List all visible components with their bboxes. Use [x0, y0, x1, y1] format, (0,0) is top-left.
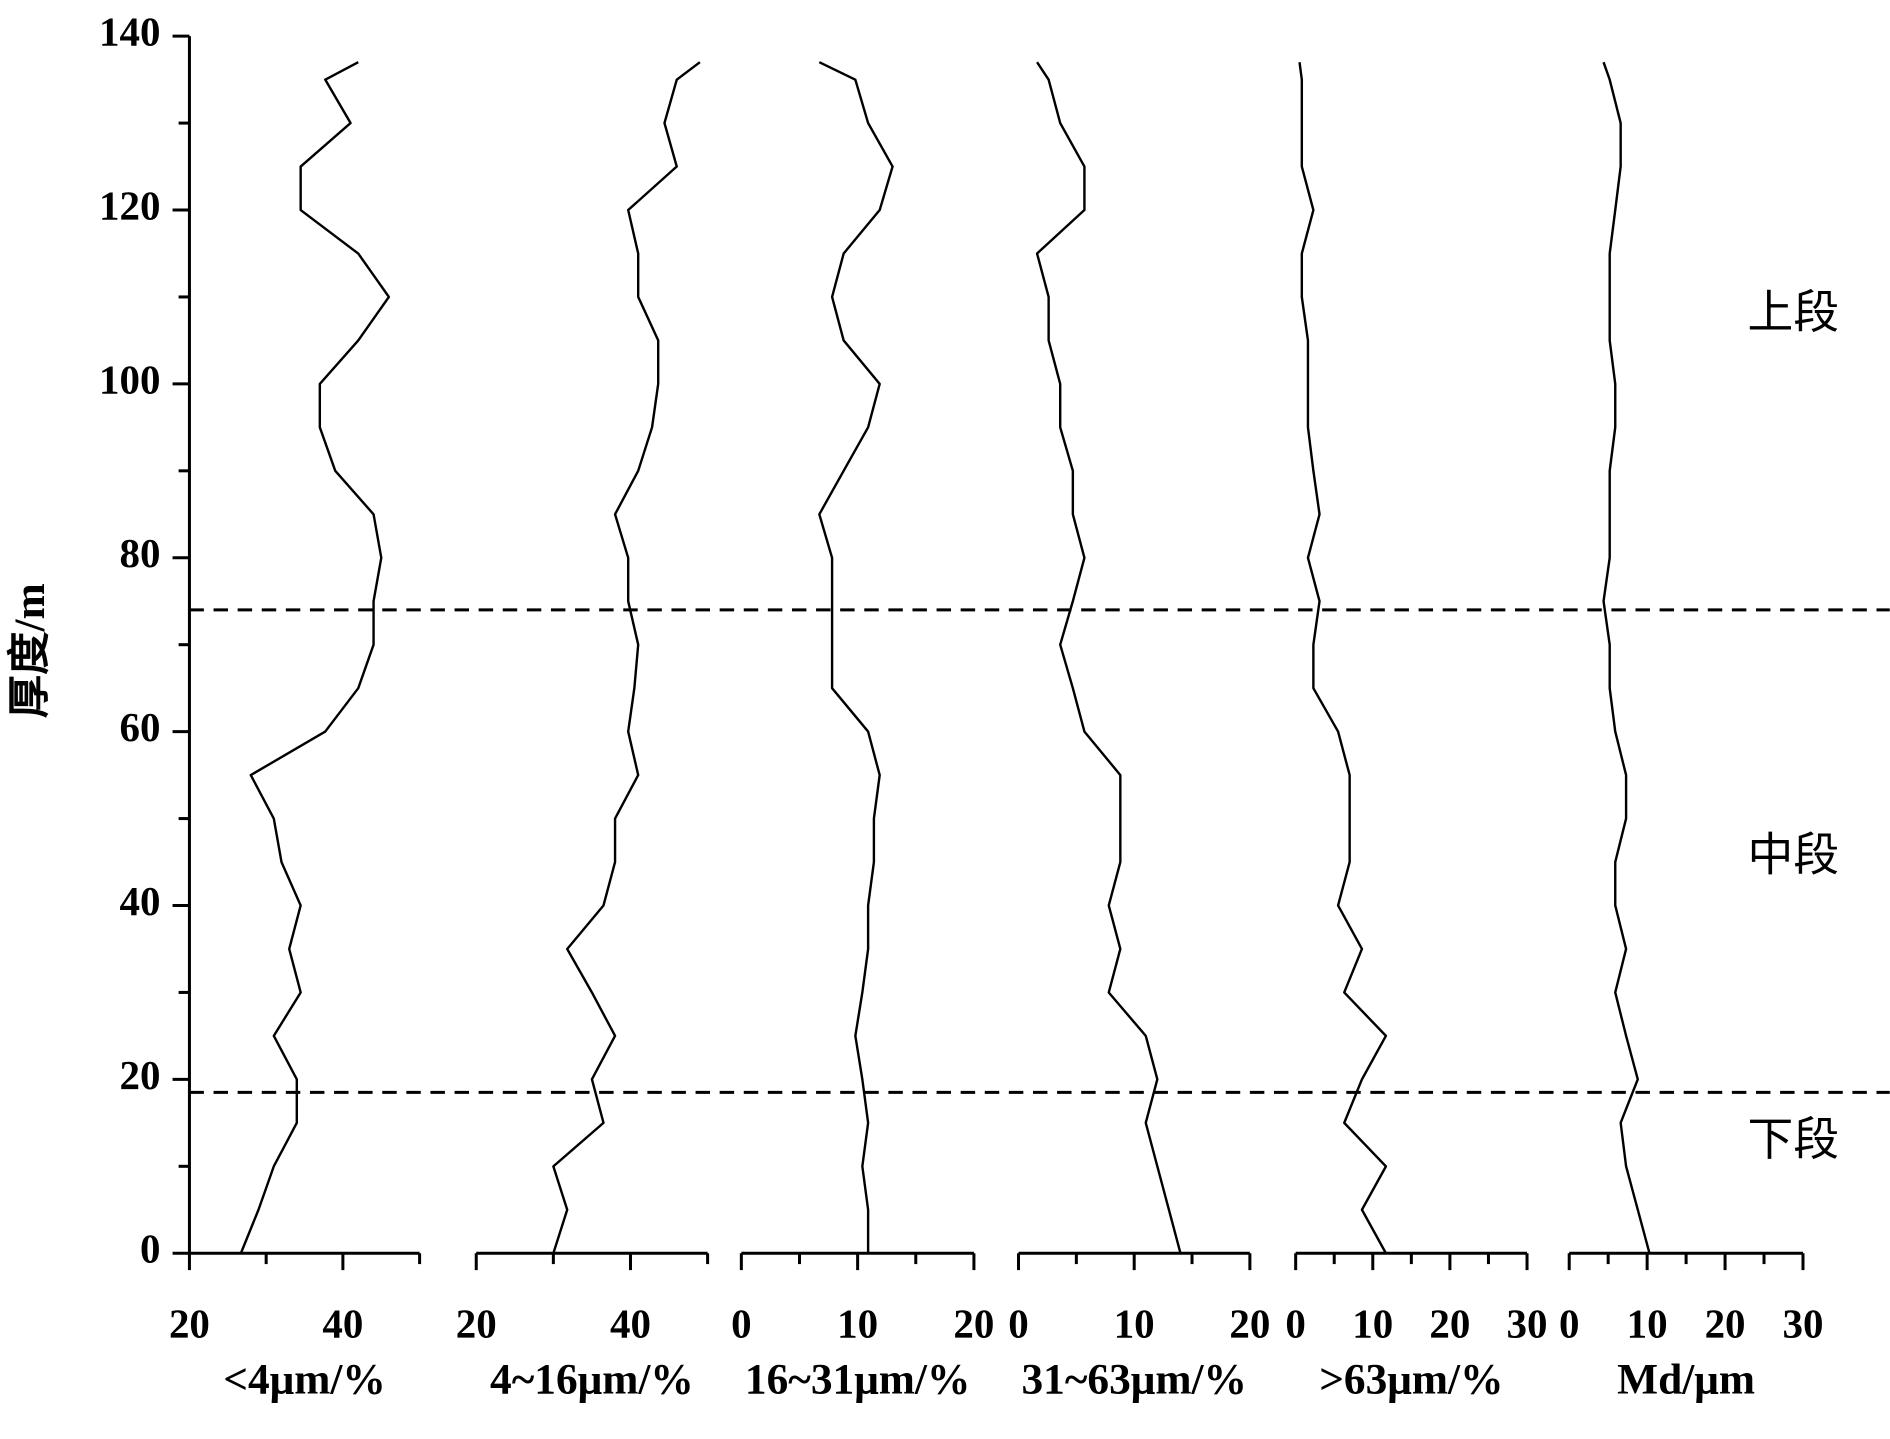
profile-line — [1035, 61, 1182, 1254]
profile-line — [1602, 61, 1651, 1254]
y-axis-label: 厚度/m — [6, 583, 54, 718]
x-tick-label: 40 — [322, 1300, 363, 1346]
profile-line — [552, 61, 701, 1254]
profile-line — [239, 61, 391, 1254]
x-tick-label: 20 — [1705, 1300, 1746, 1346]
x-tick-label: 0 — [1285, 1300, 1305, 1346]
y-tick-label: 120 — [99, 182, 160, 228]
y-tick-label: 40 — [120, 878, 161, 924]
y-tick-label: 60 — [120, 704, 161, 750]
x-tick-label: 0 — [1559, 1300, 1579, 1346]
x-tick-label: 10 — [1627, 1300, 1668, 1346]
profile-line — [1298, 62, 1388, 1254]
x-tick-label: 20 — [456, 1300, 497, 1346]
y-tick-label: 100 — [99, 356, 160, 402]
annotation: 中段 — [1748, 827, 1840, 881]
x-tick-label: 0 — [1008, 1300, 1028, 1346]
x-axis-label: Md/μm — [1617, 1355, 1755, 1403]
x-tick-label: 20 — [1229, 1300, 1270, 1346]
y-tick-label: 80 — [120, 530, 161, 576]
x-tick-label: 20 — [953, 1300, 994, 1346]
x-tick-label: 40 — [610, 1300, 651, 1346]
x-tick-label: 20 — [1429, 1300, 1470, 1346]
x-axis-label: 31~63μm/% — [1021, 1355, 1246, 1403]
y-tick-label: 140 — [99, 9, 160, 55]
y-tick-label: 20 — [120, 1052, 161, 1098]
x-axis-label: 4~16μm/% — [490, 1355, 694, 1403]
x-tick-label: 30 — [1507, 1300, 1548, 1346]
x-tick-label: 10 — [1114, 1300, 1155, 1346]
x-tick-label: 30 — [1783, 1300, 1824, 1346]
annotation: 上段 — [1748, 285, 1840, 339]
x-tick-label: 10 — [837, 1300, 878, 1346]
x-tick-label: 20 — [169, 1300, 210, 1346]
x-axis-label: <4μm/% — [223, 1355, 386, 1403]
annotation: 下段 — [1748, 1112, 1840, 1166]
y-tick-label: 0 — [140, 1226, 160, 1272]
x-axis-label: >63μm/% — [1319, 1355, 1503, 1403]
x-axis-label: 16~31μm/% — [745, 1355, 970, 1403]
x-tick-label: 10 — [1352, 1300, 1393, 1346]
x-tick-label: 0 — [731, 1300, 751, 1346]
profile-line — [818, 61, 894, 1254]
